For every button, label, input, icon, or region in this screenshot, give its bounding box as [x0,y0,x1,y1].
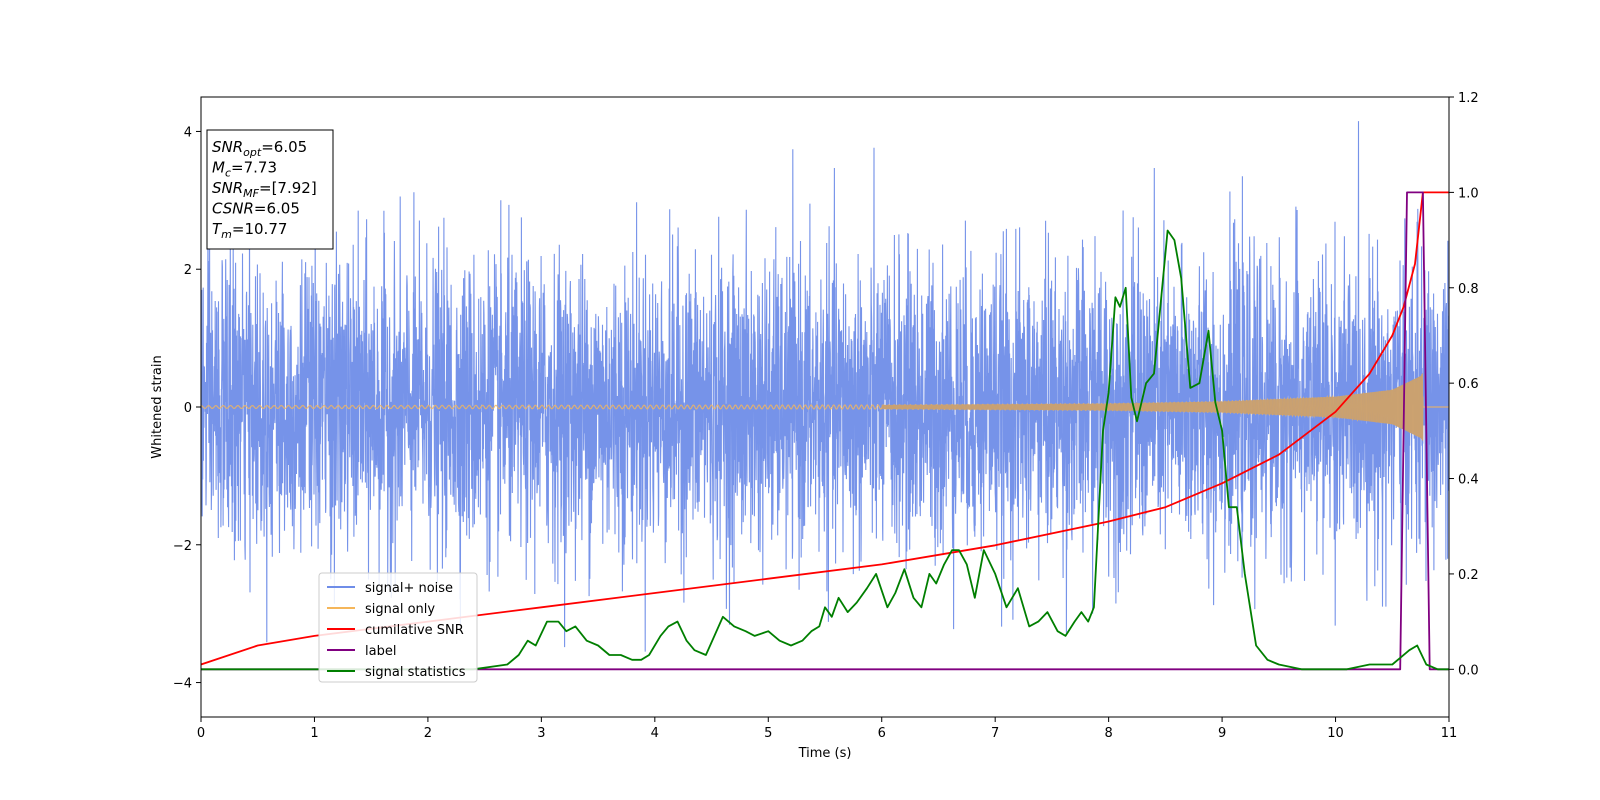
y-left-tick-label: 2 [184,263,192,278]
annotation-box-frame [206,129,334,250]
legend-label: signal+ noise [365,581,453,596]
x-tick-label: 7 [991,726,999,741]
x-tick-label: 8 [1104,726,1112,741]
x-tick-label: 4 [651,726,659,741]
legend-label: signal only [365,602,435,617]
x-tick-label: 5 [764,726,772,741]
x-tick-label: 0 [197,726,205,741]
series-label-line [201,191,1449,671]
y-right-tick-label: 0.2 [1458,568,1479,583]
y-left-tick-label: 0 [184,401,192,416]
legend: signal+ noise signal only cumilative SNR la… [318,572,478,683]
x-axis-label: Time (s) [798,746,852,761]
y-right-tick-label: 0.6 [1458,377,1479,392]
x-tick-label: 10 [1327,726,1344,741]
y-right-tick-label: 0.4 [1458,473,1479,488]
x-axis: 0 1 2 3 4 5 6 7 8 9 10 11 [197,717,1457,741]
x-tick-label: 9 [1218,726,1226,741]
annotation-line: Mc=7.73 [212,159,277,180]
x-tick-label: 11 [1441,726,1458,741]
annotation-line: SNRopt=6.05 [212,138,307,159]
legend-label: cumilative SNR [365,623,464,638]
series-signal-only-envelope [881,372,1423,442]
y-axis-left: −4 −2 0 2 4 [173,125,201,692]
y-right-tick-label: 0.0 [1458,663,1479,678]
x-tick-label: 1 [310,726,318,741]
legend-frame [318,572,478,683]
legend-label: label [365,644,396,659]
y-right-tick-label: 1.2 [1458,91,1479,106]
series-signal-statistics-line [201,229,1449,671]
y-left-tick-label: −4 [173,677,192,692]
y-axis-left-label: Whitened strain [150,355,165,458]
legend-label: signal statistics [365,665,466,680]
x-tick-label: 6 [878,726,886,741]
y-right-tick-label: 1.0 [1458,186,1479,201]
y-axis-right: 0.0 0.2 0.4 0.6 0.8 1.0 1.2 [1449,91,1479,678]
y-right-tick-label: 0.8 [1458,282,1479,297]
series-signal-noise-line [201,121,1449,652]
y-left-tick-label: 4 [184,125,192,140]
y-left-tick-label: −2 [173,539,192,554]
x-tick-label: 3 [537,726,545,741]
annotation-line: CSNR=6.05 [212,200,300,218]
annotation-line: SNRMF=[7.92] [212,179,317,200]
x-tick-label: 2 [424,726,432,741]
annotation-line: Tm=10.77 [212,220,287,241]
